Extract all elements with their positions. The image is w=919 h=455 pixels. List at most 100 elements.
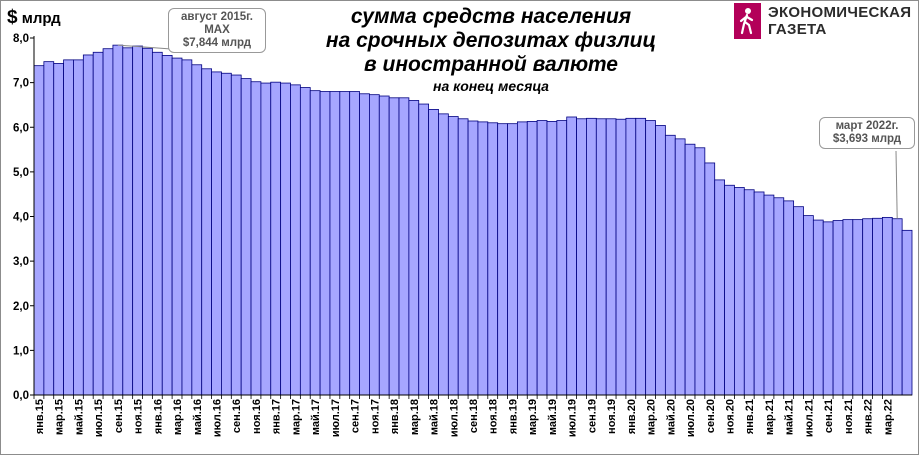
bar-25 xyxy=(280,82,291,396)
bar-61 xyxy=(635,117,647,396)
x-tick-label-62: мар.20 xyxy=(646,399,658,435)
bar-55 xyxy=(576,118,587,396)
bar-53 xyxy=(556,120,568,396)
x-tick-label-52: май.19 xyxy=(547,399,559,435)
bar-26 xyxy=(290,84,301,396)
bar-23 xyxy=(260,82,272,396)
bar-74 xyxy=(763,194,775,396)
bar-75 xyxy=(773,197,785,396)
bar-12 xyxy=(151,51,163,396)
bar-14 xyxy=(171,57,183,396)
bar-41 xyxy=(438,113,449,396)
bar-83 xyxy=(852,219,864,396)
y-tick-label-5: 5,0 xyxy=(13,167,29,179)
x-tick-label-32: сен.17 xyxy=(350,399,362,433)
x-tick-label-38: мар.18 xyxy=(409,399,421,435)
y-axis-label: $ млрд xyxy=(7,7,61,29)
annotation-last-line-2: $3,693 млрд xyxy=(832,133,902,145)
x-tick-label-6: июл.15 xyxy=(93,399,105,437)
x-tick-label-10: ноя.15 xyxy=(133,399,145,434)
x-tick-label-66: июл.20 xyxy=(685,399,697,437)
chart-title-line-1: сумма средств населения xyxy=(350,5,632,28)
x-tick-label-74: мар.21 xyxy=(764,399,776,435)
y-tick-label-1: 1,0 xyxy=(13,345,29,357)
x-tick-label-50: мар.19 xyxy=(527,399,539,435)
annotation-last-callout: март 2022г. $3,693 млрд xyxy=(819,117,915,149)
bar-10 xyxy=(132,45,143,396)
x-tick-label-54: июл.19 xyxy=(567,399,579,437)
bar-28 xyxy=(309,90,321,396)
bar-0 xyxy=(33,65,45,396)
bar-87 xyxy=(891,218,903,396)
x-tick-label-68: сен.20 xyxy=(705,399,717,433)
x-tick-label-72: янв.21 xyxy=(744,399,756,434)
bar-86 xyxy=(882,216,893,396)
x-tick-label-28: май.17 xyxy=(310,399,322,435)
annotation-max-line-1: август 2015г. xyxy=(180,11,253,23)
y-tick-label-4: 4,0 xyxy=(13,212,29,224)
logo-text-line-1: ЭКОНОМИЧЕСКАЯ xyxy=(768,4,912,21)
annotation-last-line-1: март 2022г. xyxy=(835,120,899,132)
bar-9 xyxy=(122,47,134,396)
x-tick-label-78: июл.21 xyxy=(803,399,815,437)
bar-42 xyxy=(447,116,459,396)
y-tick-labels: 0,0 1,0 2,0 3,0 4,0 5,0 6,0 7,0 8,0 xyxy=(13,33,29,402)
bar-31 xyxy=(339,91,351,396)
bar-2 xyxy=(53,63,64,396)
x-tick-label-16: май.16 xyxy=(192,399,204,435)
bar-85 xyxy=(872,217,883,396)
bar-46 xyxy=(487,122,499,396)
bar-36 xyxy=(388,97,400,396)
bar-3 xyxy=(63,59,74,396)
bar-13 xyxy=(161,55,173,396)
bar-54 xyxy=(566,116,577,396)
y-axis-currency-symbol: $ xyxy=(7,7,18,28)
x-tick-label-36: янв.18 xyxy=(389,399,401,434)
bar-7 xyxy=(102,48,114,396)
y-tick-label-3: 3,0 xyxy=(13,256,29,268)
bar-51 xyxy=(536,120,548,396)
bar-65 xyxy=(674,138,686,396)
bar-38 xyxy=(408,100,420,396)
x-tick-label-30: июл.17 xyxy=(330,399,342,437)
bar-82 xyxy=(842,219,854,396)
bars-group xyxy=(33,44,913,396)
bar-59 xyxy=(615,118,627,396)
x-tick-label-64: май.20 xyxy=(665,399,677,435)
x-tick-label-70: ноя.20 xyxy=(724,399,736,434)
x-tick-label-8: сен.15 xyxy=(113,399,125,433)
x-tick-label-84: янв.22 xyxy=(863,399,875,434)
x-tick-label-20: сен.16 xyxy=(231,399,243,433)
bar-17 xyxy=(201,68,212,396)
bar-88 xyxy=(901,229,913,396)
logo-walking-man-icon xyxy=(734,3,761,39)
bar-47 xyxy=(497,123,508,396)
bar-58 xyxy=(605,118,617,396)
y-tick-label-0: 0,0 xyxy=(13,390,29,402)
bar-43 xyxy=(457,118,469,396)
publisher-logo: ЭКОНОМИЧЕСКАЯ ГАЗЕТА xyxy=(734,3,911,39)
bar-21 xyxy=(240,78,252,396)
bar-69 xyxy=(714,179,725,396)
x-tick-label-12: янв.16 xyxy=(152,399,164,434)
bar-11 xyxy=(142,47,153,396)
bar-29 xyxy=(319,91,331,396)
bar-5 xyxy=(82,54,94,396)
x-tick-label-58: ноя.19 xyxy=(606,399,618,434)
chart-title-line-3: в иностранной валюте xyxy=(364,53,618,76)
bar-79 xyxy=(812,219,824,396)
bar-49 xyxy=(516,121,528,396)
bar-68 xyxy=(704,162,716,396)
axes-group xyxy=(30,36,912,399)
bar-70 xyxy=(724,184,735,396)
x-tick-label-4: май.15 xyxy=(73,399,85,435)
x-tick-label-42: июл.18 xyxy=(448,399,460,437)
bar-50 xyxy=(526,121,538,396)
bar-33 xyxy=(359,93,370,396)
bar-72 xyxy=(743,189,755,396)
x-tick-label-40: май.18 xyxy=(429,399,441,435)
logo-text: ЭКОНОМИЧЕСКАЯ ГАЗЕТА xyxy=(768,4,911,38)
y-tick-label-6: 6,0 xyxy=(13,122,29,134)
bar-19 xyxy=(221,72,232,396)
